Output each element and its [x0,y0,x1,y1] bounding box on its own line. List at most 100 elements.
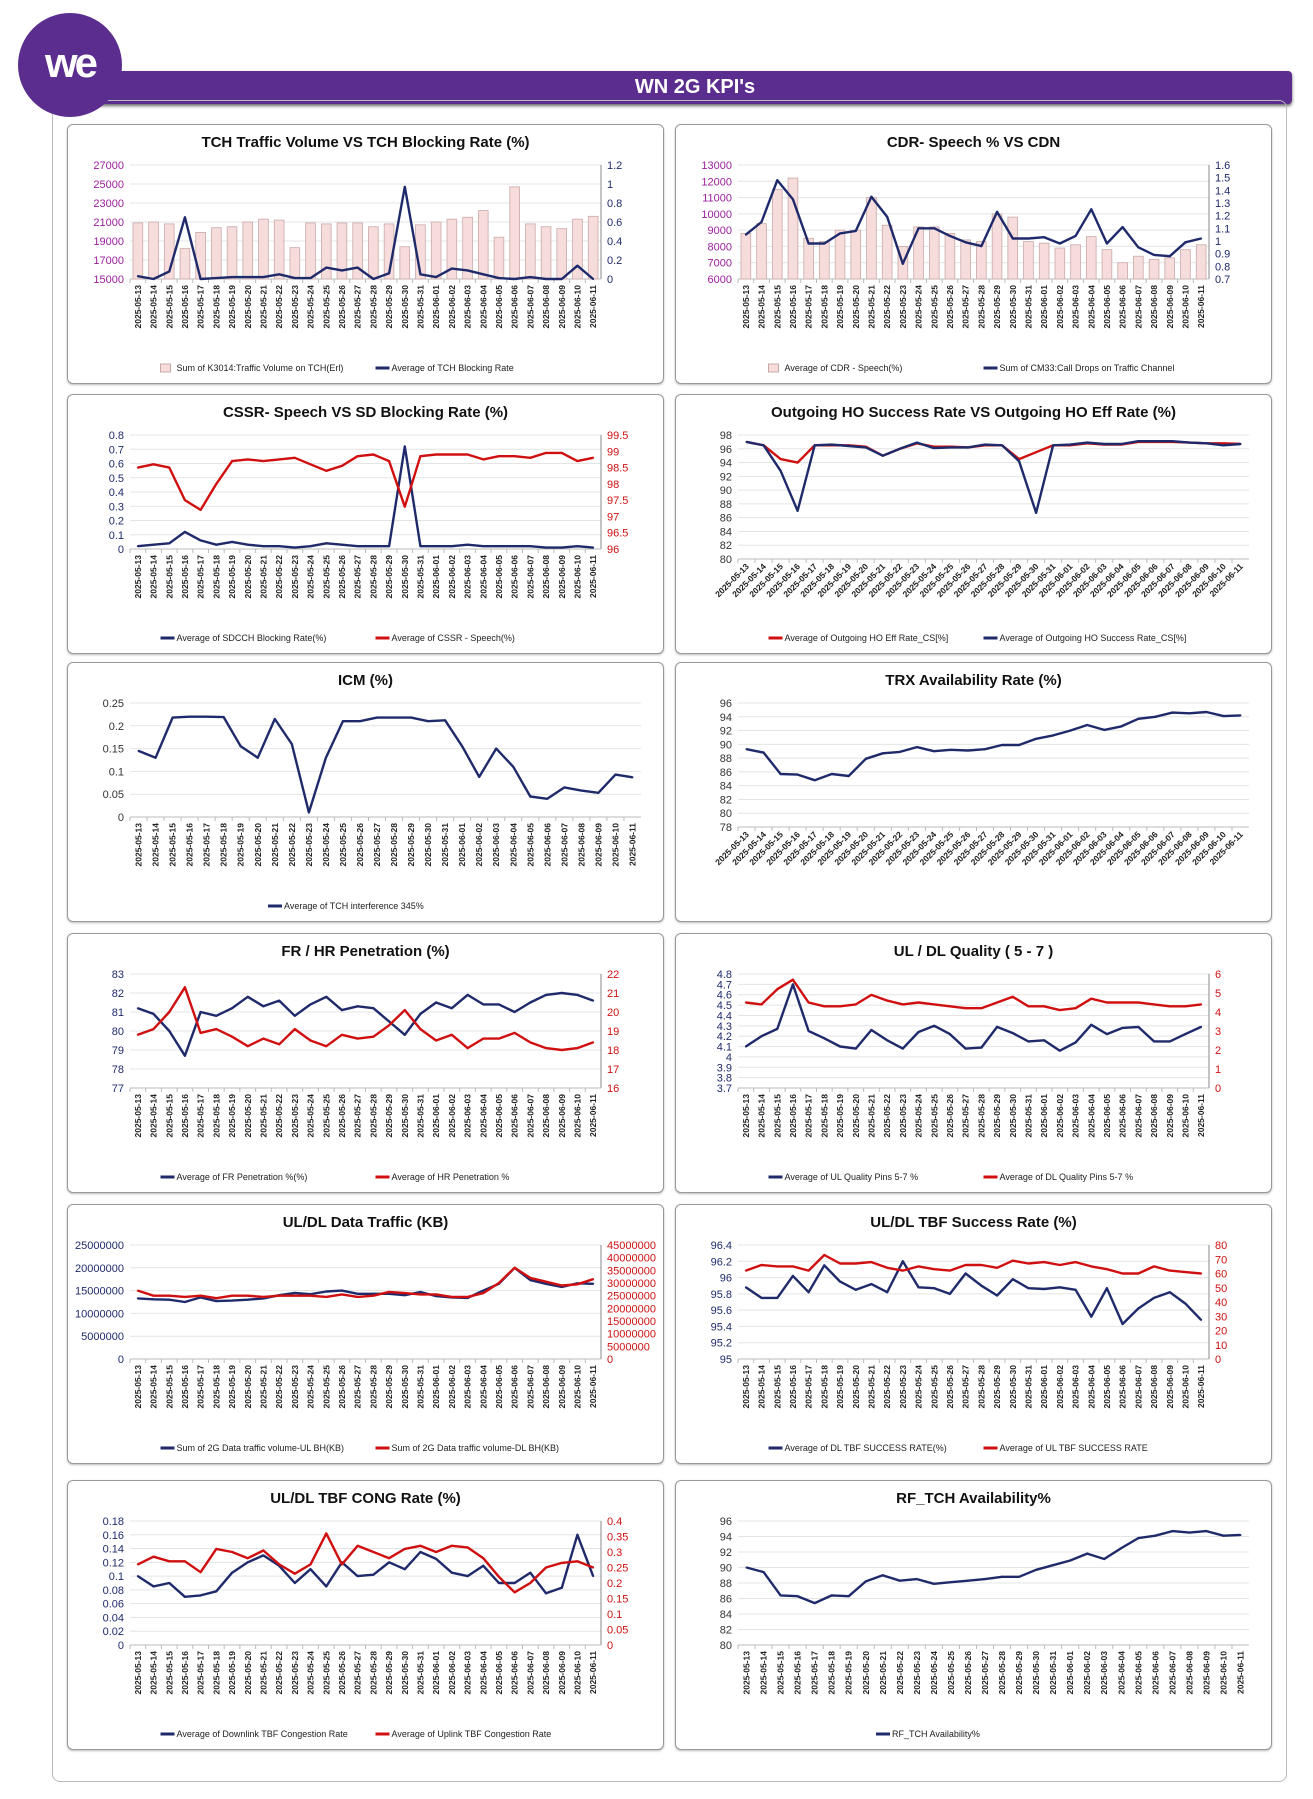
data-point [231,1294,234,1297]
data-point [388,1557,391,1560]
data-point [1001,444,1004,447]
x-axis-tick-label: 2025-05-24 [306,555,316,599]
data-point [1121,1026,1124,1029]
x-axis-tick-label: 2025-06-01 [457,823,467,867]
data-point [262,460,265,463]
data-point [419,1544,422,1547]
data-point [807,1030,810,1032]
data-point [168,1011,171,1013]
x-axis-tick-label: 2025-05-16 [180,1094,190,1138]
x-axis-tick-label: 2025-06-01 [431,1365,441,1409]
data-point [1222,444,1225,447]
data-point [309,1039,312,1042]
x-axis-tick-label: 2025-06-03 [463,1651,473,1695]
data-point [1137,440,1140,443]
x-axis-tick-label: 2025-05-20 [243,1651,253,1695]
x-axis-tick-label: 2025-05-22 [882,1365,892,1409]
data-point [870,1283,873,1286]
data-point [278,999,281,1002]
data-point [497,1282,500,1284]
data-point [932,447,935,450]
x-axis-tick-label: 2025-05-26 [337,1365,347,1409]
x-axis-tick-label: 2025-06-02 [1055,1365,1065,1409]
x-axis-tick-label: 2025-05-13 [133,285,143,329]
left-axis-tick-label: 13000 [701,160,732,172]
chart-panel-tbf-cong: UL/DL TBF CONG Rate (%) 0 0.02 0.04 0.06 0.08… [67,1480,664,1750]
bar [866,197,877,280]
right-axis-tick-label: 0 [607,1640,613,1652]
data-point [917,227,920,230]
data-point [1222,1534,1225,1537]
data-point [546,797,549,800]
right-axis-tick-label: 99 [607,446,619,458]
data-point [1011,1278,1014,1281]
x-axis-tick-label: 2025-06-05 [494,555,504,599]
x-axis-tick-label: 2025-05-17 [196,1651,206,1695]
dashboard-frame [52,100,1287,1782]
x-axis-tick-label: 2025-06-05 [494,1651,504,1695]
x-axis-tick-label: 2025-05-29 [1014,1651,1024,1695]
page-title: WN 2G KPI's [98,71,1292,104]
x-axis-tick-label: 2025-05-31 [1048,1651,1058,1695]
data-point [246,1045,249,1048]
left-axis-tick-label: 4.4 [717,1010,732,1022]
x-axis-tick-label: 2025-05-22 [882,285,892,329]
x-axis-tick-label: 2025-06-04 [478,1651,488,1695]
x-axis-tick-label: 2025-05-24 [929,1651,939,1695]
left-axis-tick-label: 86 [720,767,732,779]
data-point [830,772,833,775]
data-point [839,1280,842,1283]
data-point [1153,253,1156,256]
data-point [791,198,794,201]
series-line-1 [137,986,594,1052]
left-axis-tick-label: 96 [720,1273,732,1285]
data-point [592,1041,595,1044]
x-axis-tick-label: 2025-05-16 [788,1094,798,1138]
x-axis-tick-label: 2025-06-08 [541,1094,551,1138]
data-point [168,466,171,469]
data-point [1222,715,1225,718]
right-axis-tick-label: 22 [607,969,619,981]
x-axis-tick-label: 2025-05-25 [338,823,348,867]
right-axis-tick-label: 96 [607,544,619,556]
left-axis-tick-label: 0.7 [109,444,124,456]
x-axis-tick-label: 2025-05-16 [793,1651,803,1695]
data-point [776,988,779,991]
right-axis-tick-label: 2 [1215,1045,1221,1057]
data-point [1137,1537,1140,1540]
data-point [309,1294,312,1297]
data-point [1058,1286,1061,1289]
x-axis-tick-label: 2025-05-19 [227,1365,237,1409]
data-point [886,1039,889,1042]
left-axis-tick-label: 12000 [701,176,732,188]
data-point [450,1544,453,1547]
x-axis-tick-label: 2025-05-25 [929,1365,939,1409]
bar [1038,242,1050,280]
data-point [325,1290,328,1293]
x-axis-tick-label: 2025-06-10 [572,555,582,599]
data-point [870,195,873,198]
data-point [823,1253,826,1256]
data-point [948,1292,951,1295]
right-axis-tick-label: 0.6 [607,217,622,229]
data-point [403,1033,406,1036]
data-point [576,1560,579,1563]
x-axis-tick-label: 2025-06-06 [510,1651,520,1695]
data-point [744,1286,747,1289]
x-axis-tick-label: 2025-05-21 [258,555,268,599]
data-point [1121,1322,1124,1325]
left-axis-tick-label: 0.2 [109,721,124,733]
bar [1180,249,1191,280]
x-axis-tick-label: 2025-06-02 [1055,285,1065,329]
left-axis-tick-label: 88 [720,1578,732,1590]
data-point [1058,1049,1061,1052]
left-axis-tick-label: 23000 [93,198,124,210]
data-point [513,1266,516,1269]
right-axis-tick-label: 0.8 [607,198,622,210]
x-axis-tick-label: 2025-05-25 [321,285,331,329]
x-axis-tick-label: 2025-05-13 [741,1094,751,1138]
data-point [545,1282,548,1285]
data-point [1154,440,1157,443]
right-axis-tick-label: 1.2 [1215,211,1230,223]
data-point [136,545,139,548]
